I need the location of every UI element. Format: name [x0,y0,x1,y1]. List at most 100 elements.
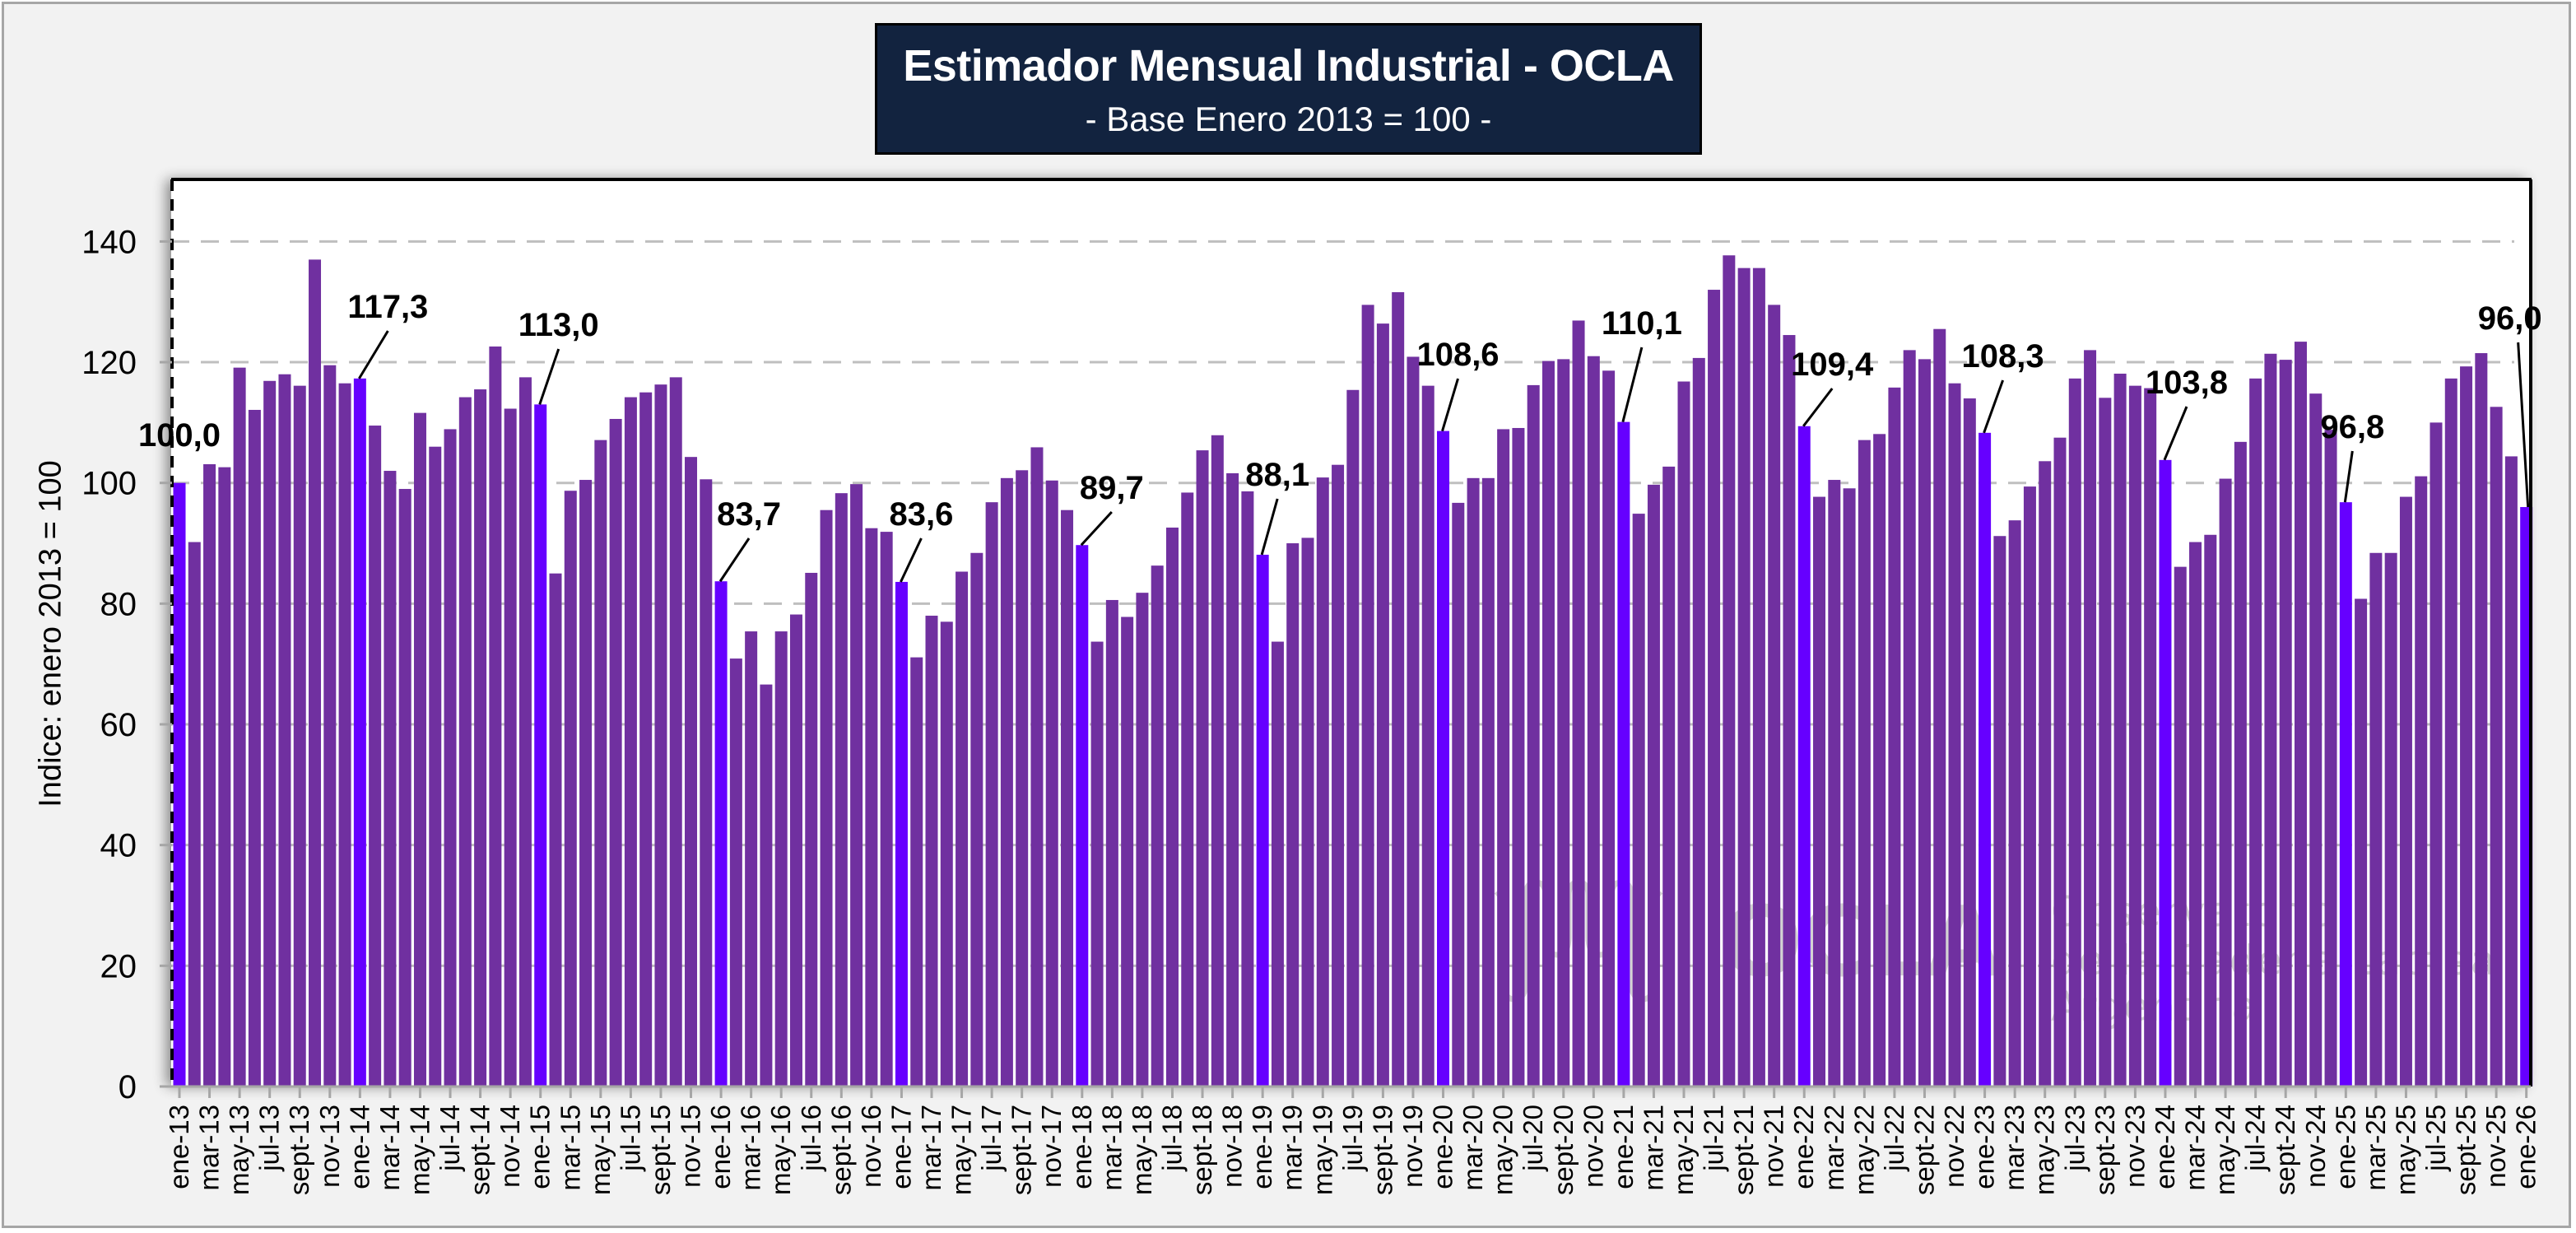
x-tick-label: sept-24 [2270,1105,2300,1195]
x-tick-label: mar-14 [374,1105,405,1191]
y-axis-title: Indice: enero 2013 = 100 [33,460,68,807]
y-tick-label: 140 [81,224,137,260]
x-tick-label: nov-13 [314,1105,345,1188]
x-tick-label: jul-17 [976,1105,1007,1172]
x-tick-label: jul-19 [1337,1105,1368,1172]
x-tick-label: jul-20 [1518,1105,1548,1172]
bar [564,491,577,1086]
bar [2113,373,2127,1087]
x-tick-label: mar-13 [194,1105,225,1191]
bar [1045,480,1058,1086]
bar [1813,496,1826,1086]
bar [760,684,773,1086]
bar [1587,356,1600,1086]
x-tick-label: nov-17 [1036,1105,1067,1188]
x-tick-label: ene-19 [1247,1105,1277,1189]
plot-frame [170,178,2532,1086]
x-tick-label: ene-22 [1788,1105,1819,1189]
y-axis: 0 20 40 60 80 100 120 140 [81,224,172,1105]
label-leader-line [2517,342,2530,508]
bar [1737,268,1751,1086]
data-label: 96,0 [2478,300,2542,337]
bar [474,389,487,1086]
x-tick-label: jul-22 [1879,1105,1909,1172]
y-tick-label: 20 [100,948,137,984]
label-leader-line [538,348,560,405]
x-tick-label: jul-15 [615,1105,645,1172]
bar [1768,305,1781,1087]
x-tick-label: sept-15 [645,1105,676,1195]
bar [594,440,607,1086]
bar [369,426,382,1086]
bar [2444,378,2457,1086]
bar [323,365,337,1086]
bar [1332,464,1345,1086]
bar [1708,290,1721,1086]
bar [1723,255,1736,1086]
bar-highlight [1437,430,1450,1086]
bar [1301,537,1314,1086]
bars [173,255,2533,1087]
x-tick-label: jul-21 [1699,1105,1729,1172]
x-tick-label: jul-23 [2059,1105,2090,1172]
bar [233,367,246,1086]
bar [669,377,682,1086]
x-tick-label: sept-23 [2090,1105,2120,1195]
bar-highlight [2339,502,2352,1086]
label-leader-line [1260,498,1279,556]
bar [1858,440,1871,1086]
x-tick-label: sept-21 [1728,1105,1759,1195]
x-tick-label: ene-16 [705,1105,736,1189]
bar-highlight [1797,426,1811,1086]
bar [1407,356,1420,1086]
label-leader-line [2343,450,2354,503]
x-tick-label: sept-16 [825,1105,856,1195]
x-tick-label: mar-23 [1999,1105,2030,1191]
bar [504,408,517,1086]
data-label: 108,3 [1962,338,2044,375]
bar [1993,536,2006,1086]
bar [925,616,938,1086]
data-label: 83,6 [890,496,954,533]
bar [1346,389,1360,1086]
bar-highlight [714,581,728,1086]
bar [1557,359,1570,1086]
bar [1843,488,1856,1086]
bar [1016,470,1029,1086]
bar [458,397,472,1086]
x-tick-label: ene-23 [1969,1105,2000,1189]
bar [2039,461,2052,1086]
bar [789,614,802,1086]
x-tick-label: mar-15 [555,1105,585,1191]
bar [188,542,201,1086]
bar-highlight [895,581,908,1086]
x-tick-label: ene-20 [1428,1105,1458,1189]
bar [1316,477,1329,1086]
bar [2144,388,2157,1086]
bar [1752,268,1765,1086]
bar [293,385,306,1087]
bar [1196,450,1209,1086]
bar [2068,378,2081,1086]
x-tick-label: mar-21 [1638,1105,1668,1191]
bar [444,429,457,1086]
x-tick-label: sept-14 [465,1105,495,1195]
bar-highlight [534,404,547,1087]
data-label: 109,4 [1791,347,1874,383]
x-tick-label: mar-24 [2180,1105,2211,1191]
bar [910,657,923,1086]
data-label: 96,8 [2320,409,2384,445]
bar [2099,398,2112,1086]
bar [2084,350,2097,1086]
x-tick-label: nov-16 [856,1105,886,1188]
data-label: 113,0 [518,307,599,343]
bar [985,502,998,1086]
x-tick-label: may-17 [946,1105,977,1195]
x-tick-label: jul-16 [796,1105,826,1172]
bar-highlight [173,482,186,1086]
x-axis: ene-13 mar-13 may-13 jul-13 sept-13 nov-13 ene… [161,1085,2541,1195]
bar [489,346,502,1086]
label-leader-line [1621,347,1644,423]
bar [429,446,442,1086]
bar [1241,491,1254,1086]
